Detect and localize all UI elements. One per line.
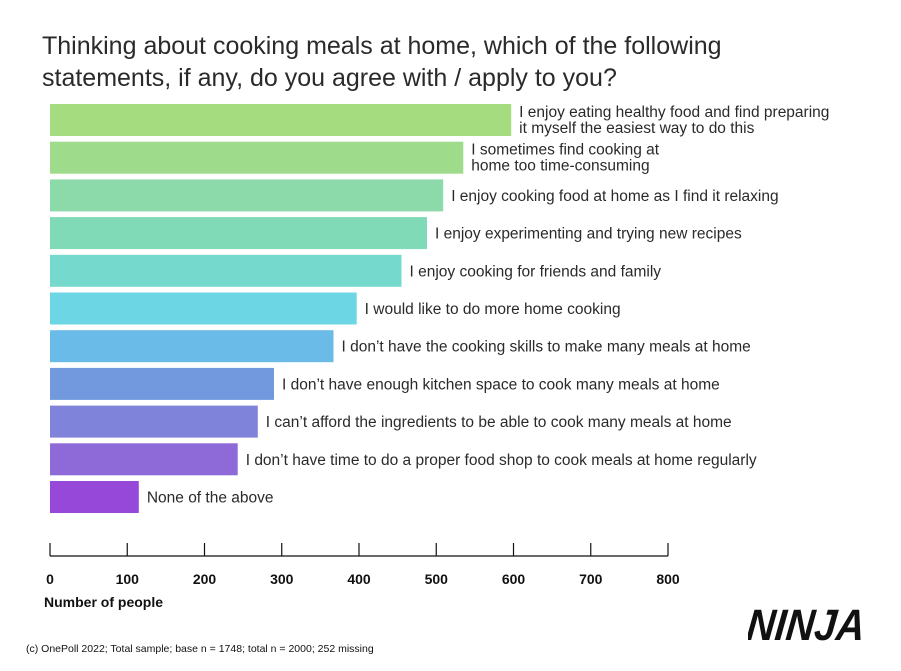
bar-label-9: I can’t afford the ingredients to be abl… [266,414,732,431]
bar-10 [50,443,238,476]
bar-label-11: None of the above [147,490,274,507]
bar-label-2-line-2: home too time-consuming [471,158,649,175]
bar-label-5: I enjoy cooking for friends and family [409,263,661,280]
bar-9 [50,405,258,438]
bar-label-2-line-1: I sometimes find cooking at [471,142,660,159]
bar-7 [50,330,334,363]
bar-labels-group: I enjoy eating healthy food and find pre… [147,104,830,507]
bar-label-1: I enjoy eating healthy food and find pre… [519,104,829,137]
chart-title-line-2: statements, if any, do you agree with / … [42,64,617,92]
x-axis: 0 100 200 300 400 500 600 700 800 [46,543,680,587]
bar-label-4: I enjoy experimenting and trying new rec… [435,226,742,243]
bar-label-6: I would like to do more home cooking [365,301,621,318]
bar-4 [50,217,427,250]
bar-2 [50,141,464,174]
x-tick-label-0: 0 [46,571,54,587]
bar-5 [50,254,402,287]
bar-11 [50,481,139,513]
chart-title-line-1: Thinking about cooking meals at home, wh… [42,32,722,60]
bar-label-2: I sometimes find cooking at home too time… [471,142,660,175]
source-footnote: (c) OnePoll 2022; Total sample; base n =… [26,643,374,655]
x-tick-label-200: 200 [193,571,217,587]
chart-title: Thinking about cooking meals at home, wh… [42,30,882,94]
bar-label-3: I enjoy cooking food at home as I find i… [451,188,778,205]
x-tick-label-100: 100 [116,571,140,587]
bar-1 [50,104,512,136]
bar-label-1-line-2: it myself the easiest way to do this [519,120,754,137]
bars-group [50,104,512,513]
svg-text:NINJA: NINJA [748,601,867,650]
x-tick-label-300: 300 [270,571,294,587]
x-axis-label: Number of people [44,594,164,610]
x-tick-label-600: 600 [502,571,526,587]
bar-label-1-line-1: I enjoy eating healthy food and find pre… [519,104,829,121]
ninja-logo: NINJA [748,601,867,650]
bar-label-10: I don’t have time to do a proper food sh… [246,452,757,469]
bar-8 [50,367,274,400]
x-tick-label-700: 700 [579,571,603,587]
bar-3 [50,179,444,212]
x-tick-label-500: 500 [425,571,449,587]
x-tick-label-800: 800 [656,571,680,587]
bar-label-8: I don’t have enough kitchen space to coo… [282,376,720,393]
x-tick-label-400: 400 [347,571,371,587]
bar-label-7: I don’t have the cooking skills to make … [342,339,751,356]
bar-6 [50,292,357,325]
